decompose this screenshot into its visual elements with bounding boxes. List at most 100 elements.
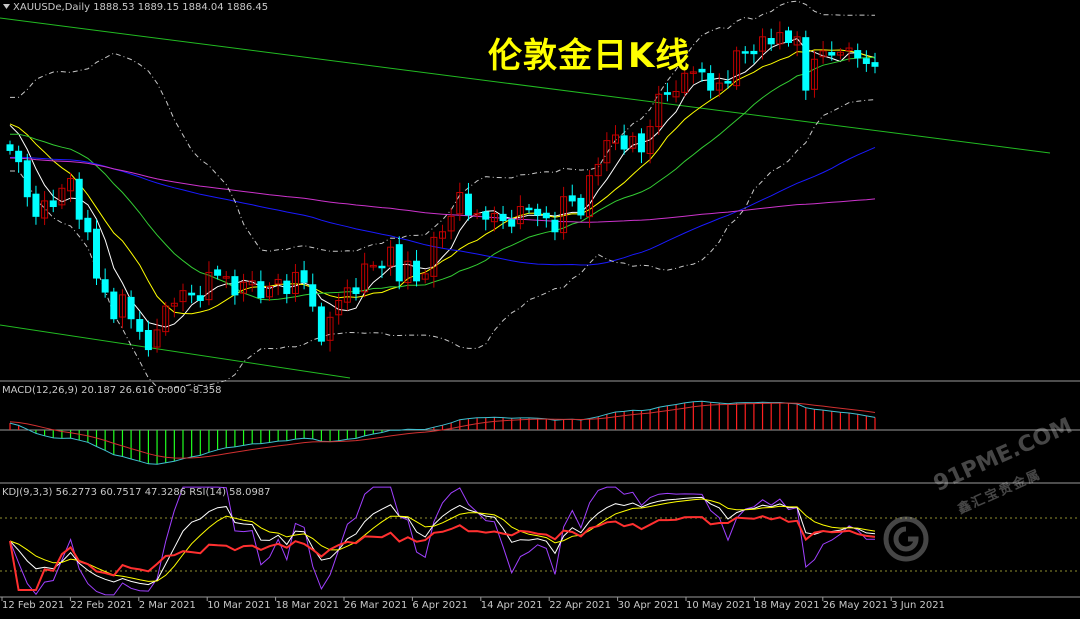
x-tick-label: 10 May 2021 — [686, 600, 752, 611]
candle-up — [681, 72, 689, 93]
candle-up — [672, 91, 680, 98]
candle-up — [153, 329, 161, 348]
candle-down — [724, 80, 732, 84]
candle-up — [776, 32, 784, 45]
candle-down — [257, 281, 265, 299]
candle-up — [655, 93, 663, 128]
candle-down — [196, 295, 204, 301]
candle-down — [75, 178, 83, 220]
candle-down — [317, 306, 325, 342]
candle-up — [369, 264, 377, 268]
candle-down — [482, 211, 490, 220]
candle-up — [222, 276, 230, 279]
candle-up — [810, 58, 818, 90]
candle-up — [240, 281, 248, 294]
circle-logo-icon — [883, 516, 929, 562]
candle-up — [759, 36, 767, 52]
candle-down — [144, 330, 152, 351]
candle-up — [715, 82, 723, 91]
x-tick-label: 22 Feb 2021 — [70, 600, 133, 611]
x-tick-label: 14 Apr 2021 — [480, 600, 543, 611]
candle-down — [32, 193, 40, 217]
kdj-j-line — [9, 486, 875, 596]
candle-up — [179, 290, 187, 303]
candle-up — [266, 285, 273, 298]
candle-up — [343, 287, 351, 303]
candle-up — [326, 316, 334, 341]
macd-panel — [9, 400, 876, 465]
candle-down — [663, 92, 671, 95]
candle-up — [594, 163, 602, 177]
candle-down — [188, 292, 196, 296]
candle-down — [802, 37, 810, 91]
candle-up — [689, 71, 697, 74]
bollinger-lower-line — [9, 99, 876, 390]
candle-down — [508, 219, 516, 227]
candle-up — [793, 36, 801, 46]
candle-down — [499, 213, 507, 222]
candle-down — [707, 73, 715, 91]
candle-up — [162, 305, 170, 333]
candle-up — [41, 200, 49, 219]
candle-down — [534, 208, 542, 216]
candle-up — [404, 260, 412, 284]
candle-down — [698, 68, 706, 73]
candle-up — [586, 175, 594, 218]
candle-down — [101, 279, 109, 293]
trend-line-upper — [0, 17, 1051, 154]
candle-down — [110, 291, 118, 320]
candle-down — [395, 244, 403, 282]
candle-down — [464, 193, 472, 216]
candle-down — [854, 50, 862, 59]
candle-up — [612, 134, 619, 144]
x-tick-label: 2 Mar 2021 — [138, 600, 196, 611]
candle-down — [620, 135, 628, 150]
candle-down — [49, 200, 57, 208]
candle-down — [525, 207, 533, 211]
candle-up — [733, 50, 741, 87]
dropdown-triangle-icon[interactable] — [3, 4, 10, 9]
candle-up — [473, 213, 481, 216]
candle-down — [542, 212, 550, 219]
rsi-line — [9, 515, 876, 591]
chart-title: 伦敦金日K线 — [488, 36, 691, 76]
candle-up — [291, 271, 299, 294]
ma-100-line — [9, 157, 876, 223]
candle-down — [6, 144, 14, 151]
candle-down — [231, 276, 239, 296]
candle-down — [309, 284, 317, 307]
candle-down — [741, 51, 749, 54]
main-price-panel — [0, 0, 1051, 390]
candle-down — [568, 195, 576, 202]
candle-up — [248, 280, 256, 286]
candle-down — [828, 52, 836, 56]
candle-up — [447, 215, 455, 232]
x-tick-label: 30 Apr 2021 — [617, 600, 680, 611]
candle-up — [387, 246, 395, 267]
x-tick-label: 18 Mar 2021 — [275, 600, 339, 611]
x-tick-label: 18 May 2021 — [754, 600, 820, 611]
candle-down — [23, 160, 31, 198]
candle-down — [413, 260, 421, 282]
candle-up — [603, 140, 611, 164]
candle-down — [93, 228, 100, 279]
kdj-d-line — [9, 498, 876, 582]
candle-down — [352, 287, 360, 294]
candle-up — [490, 213, 498, 223]
candle-down — [378, 265, 386, 269]
candle-up — [629, 135, 637, 149]
x-tick-label: 3 Jun 2021 — [891, 600, 945, 611]
candle-down — [84, 217, 92, 233]
candle-down — [862, 58, 870, 64]
macd-signal-line — [9, 402, 876, 459]
ma-20-line — [10, 56, 876, 301]
candle-up — [439, 231, 446, 239]
x-tick-label: 6 Apr 2021 — [412, 600, 468, 611]
candle-up — [516, 206, 524, 225]
candle-up — [430, 236, 438, 277]
candle-up — [118, 294, 126, 318]
candle-down — [767, 38, 775, 45]
trend-line-lower — [0, 324, 351, 379]
